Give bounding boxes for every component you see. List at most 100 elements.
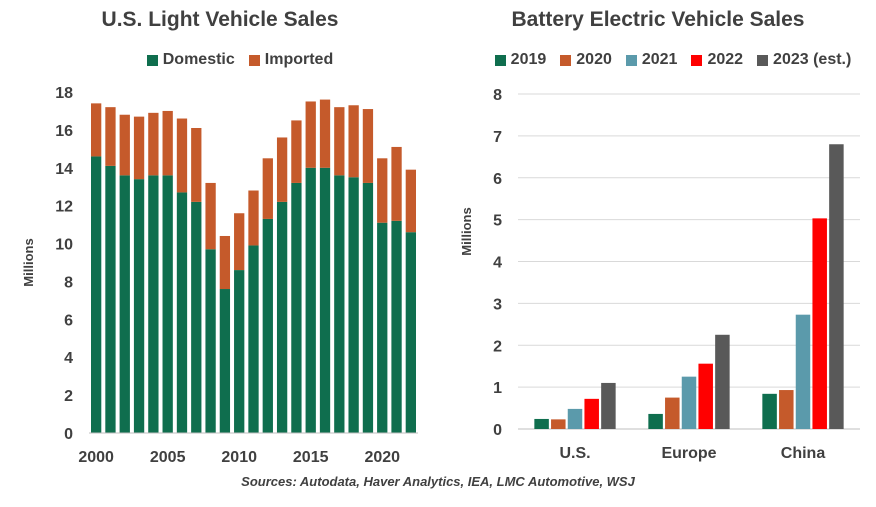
bar-imported-2016 [319,99,331,168]
bar-imported-2011 [248,190,259,246]
bar-domestic-2021 [391,220,402,433]
bar-u-s-2021 [567,408,583,429]
y-tick-label-right: 3 [493,296,502,313]
bar-domestic-2011 [248,245,259,433]
legend-item-imported: Imported [248,51,334,69]
bar-imported-2005 [162,110,173,176]
legend-item-2021: 2021 [625,51,678,69]
y-tick-label-right: 4 [493,255,502,272]
bar-china-2022 [812,218,827,429]
bar-domestic-2000 [91,156,102,433]
bar-europe-2020 [665,397,680,429]
x-tick-label-left: 2005 [150,449,186,466]
legend-swatch-2019 [494,54,506,66]
bar-imported-2003 [133,116,145,180]
category-label-u-s: U.S. [559,445,590,462]
y-tick-label-right: 6 [493,171,502,188]
y-tick-label-right: 2 [493,338,502,355]
bar-domestic-2004 [148,175,159,433]
y-tick-label-left: 0 [64,426,73,443]
y-tick-label-left: 2 [64,388,73,405]
bar-domestic-2009 [219,289,231,433]
y-tick-label-left: 12 [55,199,73,216]
bar-china-2020 [779,390,794,429]
y-tick-label-right: 8 [493,87,502,104]
y-tick-label-left: 14 [55,161,73,178]
bar-imported-2001 [105,107,116,166]
bar-imported-2014 [291,120,302,183]
bar-domestic-2007 [191,201,202,433]
y-tick-label-left: 18 [55,85,73,102]
bar-domestic-2018 [348,177,359,433]
bar-imported-2018 [348,105,359,178]
bar-imported-2000 [91,103,102,157]
bar-domestic-2002 [119,175,130,433]
us-light-vehicle-sales-plot: 0 2 4 6 8 10 12 14 16 18 2000 2005 2010 2015 2020 Milli… [21,85,418,466]
bar-u-s-2020 [551,419,566,429]
legend-item-2020: 2020 [560,51,612,69]
bar-imported-2006 [176,118,188,193]
legend-item-2022: 2022 [691,51,743,69]
y-tick-label-left: 8 [64,274,73,291]
bar-domestic-2014 [291,182,302,433]
bar-u-s-2023-est [601,382,616,429]
bar-domestic-2022 [405,232,416,433]
bar-domestic-2003 [133,179,145,433]
chart-title-bev-sales: Battery Electric Vehicle Sales [511,8,805,31]
y-tick-label-left: 16 [55,123,73,140]
y-tick-label-right: 1 [493,380,502,397]
bar-china-2021 [795,314,811,429]
bar-domestic-2019 [362,182,374,433]
y-axis-label-right: Millions [459,207,474,255]
y-tick-label-left: 4 [64,350,73,367]
legend-swatch-2021 [625,54,637,66]
bar-imported-2022 [405,169,416,233]
bar-u-s-2019 [534,418,549,429]
category-label-europe: Europe [661,445,716,462]
bar-europe-2021 [681,376,697,429]
x-tick-label-left: 2020 [364,449,400,466]
bar-domestic-2017 [334,175,345,433]
x-tick-label-left: 2010 [221,449,257,466]
bar-europe-2023-est [715,334,730,429]
bar-imported-2015 [305,101,316,168]
bar-imported-2008 [205,182,216,250]
bar-domestic-2008 [205,249,216,433]
bev-sales-plot: 0 1 2 3 4 5 6 7 8 U.S. Europe China Millions [459,87,860,462]
bar-imported-2021 [391,146,402,221]
bar-imported-2010 [234,213,245,271]
bar-domestic-2006 [176,192,188,433]
bar-u-s-2022 [584,398,599,429]
bar-china-2023-est [829,144,844,429]
legend-label-2019: 2019 [510,51,547,68]
y-tick-label-right: 0 [493,422,502,439]
legend-label-2021: 2021 [641,51,678,68]
legend-label-imported: Imported [264,51,334,68]
source-note: Sources: Autodata, Haver Analytics, IEA,… [241,474,635,489]
chart-title-us-sales: U.S. Light Vehicle Sales [101,8,339,31]
category-label-china: China [781,445,826,462]
legend-item-domestic: Domestic [146,51,235,69]
legend-label-domestic: Domestic [162,51,235,68]
legend-swatch-domestic [146,54,158,66]
legend-swatch-imported [248,54,260,66]
bar-domestic-2016 [319,167,331,433]
bar-imported-2004 [148,112,159,176]
x-tick-label-left: 2015 [293,449,329,466]
legend-swatch-2023-est [757,54,769,66]
legend-label-2022: 2022 [707,51,744,68]
bar-china-2019 [762,393,777,429]
bar-domestic-2010 [234,270,245,433]
y-tick-label-left: 6 [64,312,73,329]
bar-imported-2007 [191,127,202,202]
legend-label-2020: 2020 [576,51,612,68]
bar-domestic-2005 [162,175,173,433]
bar-imported-2013 [276,137,288,202]
bar-domestic-2013 [276,201,288,433]
bar-europe-2019 [648,413,663,429]
x-tick-label-left: 2000 [78,449,114,466]
legend-label-2023-est: 2023 (est.) [773,51,852,68]
y-tick-label-right: 7 [493,129,502,146]
bar-imported-2012 [262,158,273,219]
bar-imported-2009 [219,235,231,290]
